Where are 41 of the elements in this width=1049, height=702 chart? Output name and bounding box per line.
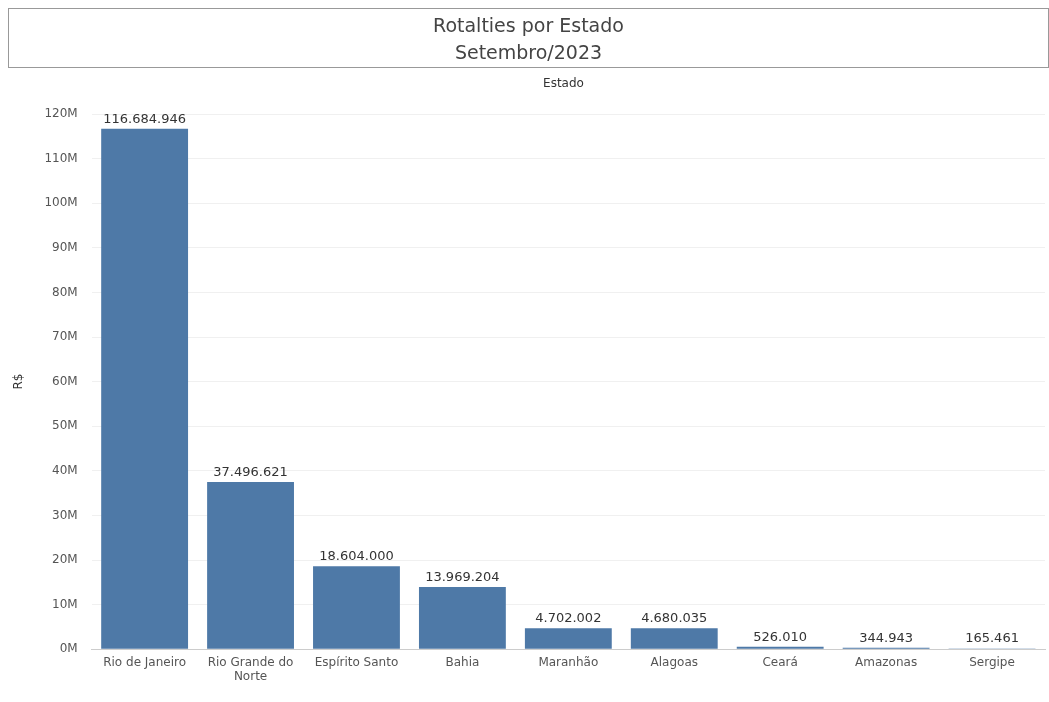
y-tick-label: 10M [52, 596, 78, 611]
x-tick-label: Amazonas [855, 654, 918, 669]
data-label: 13.969.204 [425, 568, 500, 584]
y-tick-label: 30M [52, 507, 78, 522]
y-tick-label: 60M [52, 373, 78, 388]
data-label: 4.702.002 [535, 610, 602, 626]
data-label: 344.943 [859, 629, 913, 645]
x-tick-label: Rio Grande do Norte [207, 654, 294, 683]
bar [418, 586, 506, 649]
x-tick-label: Rio de Janeiro [103, 654, 187, 669]
x-tick-label: Espírito Santo [314, 654, 399, 669]
x-tick-label: Alagoas [650, 654, 698, 669]
data-label: 37.496.621 [213, 463, 288, 479]
data-label: 116.684.946 [103, 110, 186, 126]
data-label: 4.680.035 [641, 610, 708, 626]
data-label: 526.010 [753, 628, 808, 644]
y-tick-label: 120M [44, 106, 78, 121]
y-tick-label: 90M [52, 239, 78, 254]
bar [524, 628, 612, 649]
chart-subtitle: Setembro/2023 [453, 40, 604, 65]
y-tick-label: 80M [52, 284, 78, 299]
x-tick-label: Bahia [445, 654, 480, 669]
y-tick-label: 0M [59, 641, 78, 656]
x-tick-label: Sergipe [969, 654, 1015, 669]
bar [313, 566, 400, 649]
y-tick-label: 100M [44, 195, 78, 210]
chart-title: Rotalties por Estado [432, 13, 625, 38]
y-tick-label: 70M [52, 329, 78, 344]
data-label: 165.461 [965, 630, 1019, 646]
y-axis-title: R$ [11, 373, 26, 390]
x-tick-label: Maranhão [538, 654, 599, 669]
data-label: 18.604.000 [319, 548, 394, 564]
bar [207, 481, 294, 649]
y-tick-label: 40M [52, 462, 78, 477]
x-tick-label: Ceará [762, 654, 798, 669]
y-tick-label: 110M [44, 150, 78, 165]
bar [630, 628, 718, 649]
x-axis-title: Estado [542, 76, 585, 92]
y-tick-label: 20M [52, 552, 78, 567]
bar [101, 128, 189, 649]
y-tick-label: 50M [52, 418, 78, 433]
